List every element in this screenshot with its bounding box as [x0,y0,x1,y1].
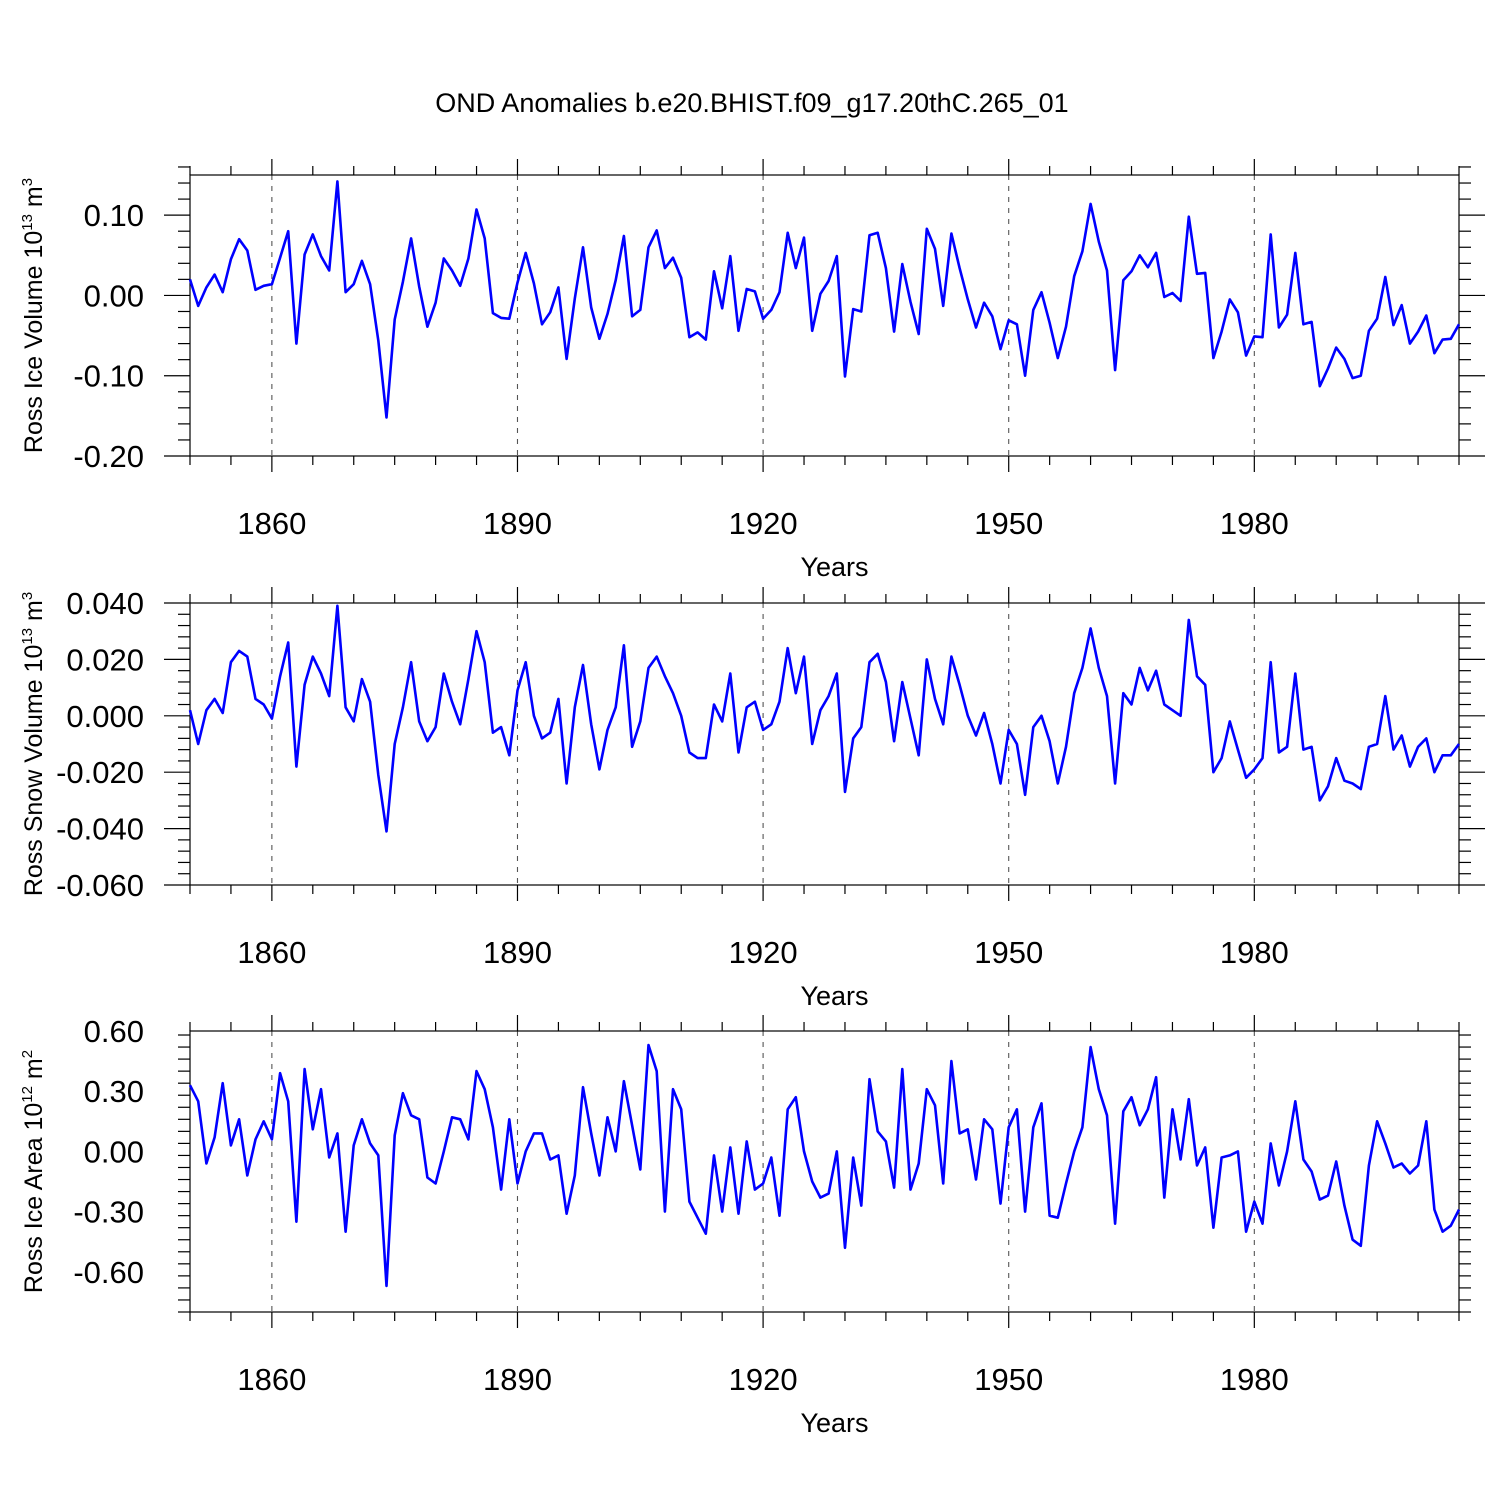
panel-3-ytick-label-3: 0.30 [84,1074,144,1109]
panel-2-xlabel: Years [800,981,868,1011]
panel-1-xlabel: Years [800,552,868,582]
panel-2-ytick-label-0: -0.060 [56,868,144,903]
panel-3-ytick-label-0: -0.60 [73,1255,144,1290]
panel-2-ylabel-part-1: 13 [19,628,36,645]
panel-3-ylabel-part-2: m [20,1058,48,1086]
panel-2-ytick-label-1: -0.040 [56,812,144,847]
panel-3-ylabel-part-3: 2 [19,1050,36,1058]
panel-1-xtick-label-1950: 1950 [974,506,1043,541]
panel-3: 1860 1890 1920 1950 1980 -0.60 -0.30 0.00 0.30 0.… [19,1014,1471,1438]
figure-title: OND Anomalies b.e20.BHIST.f09_g17.20thC.… [435,88,1068,118]
panel-2-xtick-label-1950: 1950 [974,935,1043,970]
panel-3-ytick-label-2: 0.00 [84,1134,144,1169]
panel-1-ytick-label-3: 0.10 [84,198,144,233]
panel-1-ylabel: Ross Ice Volume 1013 m3 [19,178,48,453]
panel-1-xtick-label-1980: 1980 [1220,506,1289,541]
panel-3-xlabel: Years [800,1408,868,1438]
panel-2-ytick-label-3: 0.000 [66,699,144,734]
panel-2-series-line-1 [188,604,1461,833]
panel-2-xtick-label-1860: 1860 [237,935,306,970]
panel-1-xtick-label-1890: 1890 [483,506,552,541]
panel-1-series-line-1 [188,180,1461,419]
panel-2-ylabel-part-3: 3 [19,592,36,600]
panel-2-ytick-label-5: 0.040 [66,586,144,621]
panel-1-xtick-label-1860: 1860 [237,506,306,541]
panel-2-ylabel-part-2: m [20,600,48,628]
panel-2-ylabel-part-0: Ross Snow Volume 10 [20,645,48,897]
panel-3-series-line-1 [188,1043,1461,1288]
panel-1: 1860 1890 1920 1950 1980 -0.20 -0.10 0.00 0.10 Ye… [19,159,1485,582]
panel-2-ylabel: Ross Snow Volume 1013 m3 [19,592,48,896]
panel-2-xtick-label-1920: 1920 [729,935,798,970]
panel-1-ytick-label-1: -0.10 [73,359,144,394]
panel-2: 1860 1890 1920 1950 1980 -0.060 -0.040 -0.020 0.… [19,586,1485,1011]
panel-2-ytick-label-4: 0.020 [66,642,144,677]
panel-3-xtick-label-1920: 1920 [729,1362,798,1397]
panel-3-xtick-label-1890: 1890 [483,1362,552,1397]
panel-1-ytick-label-2: 0.00 [84,278,144,313]
panel-3-ylabel-part-1: 12 [19,1086,36,1103]
panel-3-xtick-label-1980: 1980 [1220,1362,1289,1397]
panel-1-ylabel-part-3: 3 [19,178,36,186]
panel-1-frame [189,174,1460,457]
panel-3-ytick-label-1: -0.30 [73,1195,144,1230]
panel-3-ytick-label-4: 0.60 [84,1014,144,1049]
panel-2-xtick-label-1980: 1980 [1220,935,1289,970]
panel-2-xtick-label-1890: 1890 [483,935,552,970]
panel-3-frame [189,1030,1460,1313]
panels: 1860 1890 1920 1950 1980 -0.20 -0.10 0.00 0.10 Ye… [19,159,1485,1438]
panel-3-xtick-label-1860: 1860 [237,1362,306,1397]
panel-1-ylabel-part-2: m [20,186,48,214]
panel-3-ylabel: Ross Ice Area 1012 m2 [19,1050,48,1293]
panel-1-xtick-label-1920: 1920 [729,506,798,541]
panel-3-xtick-label-1950: 1950 [974,1362,1043,1397]
panel-2-ytick-label-2: -0.020 [56,755,144,790]
panel-3-ylabel-part-0: Ross Ice Area 10 [20,1103,48,1293]
panel-1-ylabel-part-1: 13 [19,214,36,231]
panel-1-ytick-label-0: -0.20 [73,439,144,474]
panel-1-ylabel-part-0: Ross Ice Volume 10 [20,231,48,453]
